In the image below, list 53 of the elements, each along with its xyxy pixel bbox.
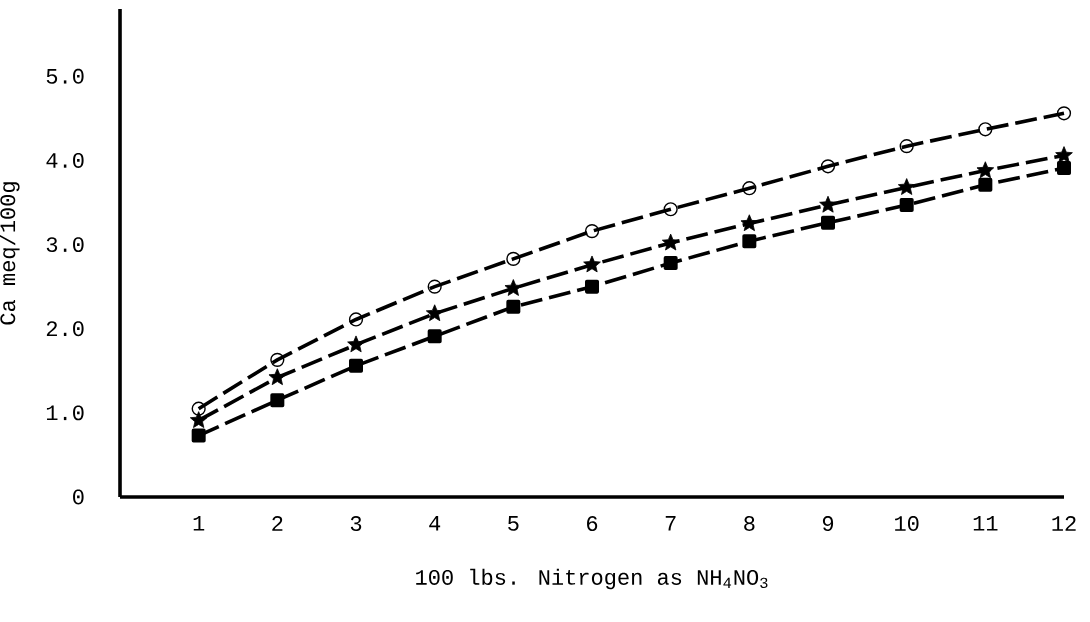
y-tick-label: 5.0 — [46, 68, 84, 84]
x-tick-label: 1 — [193, 516, 205, 531]
y-tick-label: 1.0 — [46, 405, 84, 421]
point — [978, 177, 993, 192]
x-tick-label: 9 — [822, 516, 834, 531]
x-tick-label: 2 — [272, 516, 283, 531]
point — [347, 335, 365, 353]
x-axis-title: 100 lbs. Nitrogen as NH$_{4}$NO$_{3}$ — [416, 568, 768, 590]
point — [820, 159, 836, 174]
y-tick-label: 3.0 — [46, 237, 84, 253]
point — [189, 411, 208, 428]
point — [506, 299, 521, 314]
x-tick-label: 8 — [744, 516, 755, 531]
point — [270, 352, 285, 367]
point — [585, 279, 600, 294]
point — [978, 122, 993, 137]
point — [742, 234, 757, 249]
point — [427, 279, 442, 294]
x-tick-label: 5 — [508, 516, 519, 531]
point — [1055, 146, 1073, 163]
x-tick-label: 7 — [665, 516, 676, 531]
point — [268, 368, 287, 386]
point — [821, 215, 836, 230]
point — [191, 428, 206, 443]
y-tick-label: 2.0 — [46, 321, 84, 337]
point — [742, 181, 757, 196]
y-tick-label: 4.0 — [46, 152, 84, 168]
point — [191, 401, 206, 416]
point — [1057, 161, 1072, 176]
point — [899, 139, 914, 154]
x-tick-label: 11 — [973, 516, 998, 531]
point — [897, 178, 916, 195]
x-tick-label: 4 — [429, 516, 441, 531]
y-axis-title: Ca meq/100g — [0, 182, 20, 325]
point — [584, 224, 600, 239]
x-tick-label: 10 — [895, 516, 919, 531]
point — [270, 393, 285, 408]
point — [583, 255, 601, 273]
point — [427, 329, 442, 344]
point — [349, 358, 364, 373]
point — [1056, 106, 1072, 121]
x-tick-label: 6 — [587, 516, 598, 531]
x-tick-label: 3 — [350, 516, 362, 531]
x-tick-label: 12 — [1052, 516, 1076, 531]
point — [663, 202, 678, 217]
point — [976, 161, 995, 179]
point — [506, 251, 521, 266]
point — [663, 256, 678, 271]
point — [348, 312, 364, 327]
point — [899, 198, 914, 213]
point — [661, 233, 680, 251]
point — [819, 195, 837, 213]
y-tick-label: 0 — [73, 489, 84, 505]
